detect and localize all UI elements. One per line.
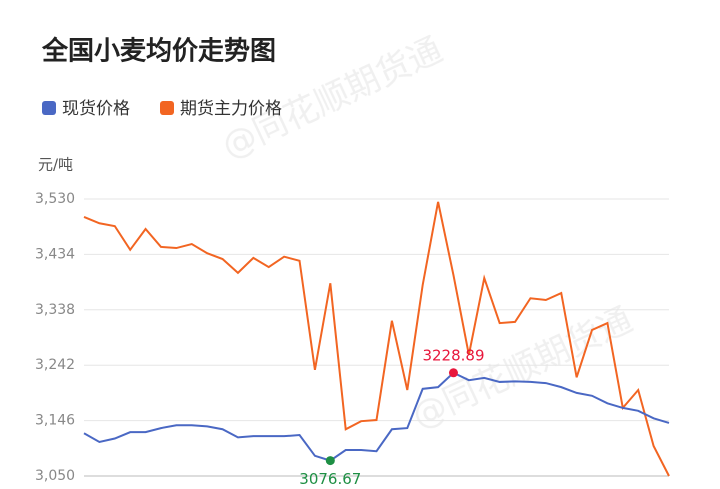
annotation-label: 3228.89 <box>422 346 484 364</box>
y-tick-label: 3,146 <box>35 413 75 429</box>
legend-label: 现货价格 <box>62 99 130 119</box>
annotation-point <box>448 368 458 378</box>
line <box>83 201 670 477</box>
legend-swatch <box>42 101 56 115</box>
legend-label: 期货主力价格 <box>180 99 282 119</box>
watermark: @同花顺期货通 <box>406 300 639 437</box>
y-tick-label: 3,242 <box>35 357 75 373</box>
y-tick-label: 3,050 <box>35 468 75 484</box>
chart-title: 全国小麦均价走势图 <box>41 36 276 67</box>
y-tick-label: 3,338 <box>35 302 75 318</box>
line <box>83 371 670 462</box>
legend-swatch <box>160 101 174 115</box>
y-tick-label: 3,530 <box>35 191 75 207</box>
y-unit: 元/吨 <box>38 156 73 174</box>
annotation-point <box>325 456 335 466</box>
watermarks: @同花顺期货通 @同花顺期货通 <box>216 30 639 437</box>
annotation-label: 3076.67 <box>299 470 361 488</box>
y-tick-label: 3,434 <box>35 246 75 262</box>
